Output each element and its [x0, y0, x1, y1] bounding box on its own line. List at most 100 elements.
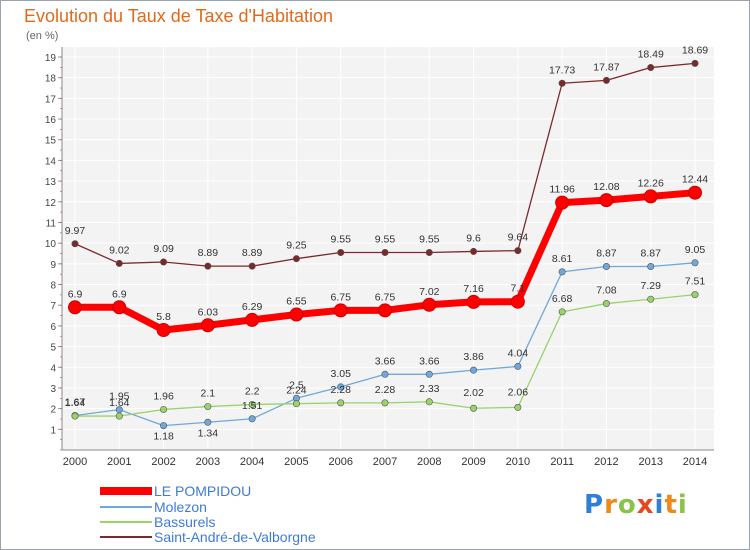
data-point — [71, 240, 79, 248]
x-tick-label: 2008 — [417, 456, 441, 468]
data-point — [558, 268, 566, 276]
x-tick-label: 2013 — [638, 456, 662, 468]
data-point — [466, 294, 481, 309]
y-tick-label: 2 — [50, 405, 56, 416]
data-point — [245, 312, 260, 327]
data-point — [470, 247, 478, 255]
logo-letter: P — [584, 490, 605, 520]
data-label: 18.49 — [638, 49, 664, 61]
x-tick-label: 2002 — [151, 456, 175, 468]
data-point — [688, 185, 702, 200]
data-point — [160, 422, 168, 430]
data-label: 9.55 — [375, 233, 396, 245]
data-point — [160, 258, 168, 266]
data-point — [204, 403, 212, 411]
data-label: 9.55 — [330, 233, 351, 245]
data-point — [425, 248, 433, 256]
data-point — [558, 79, 566, 87]
data-point — [422, 297, 437, 312]
data-label: 2.28 — [330, 384, 351, 396]
y-tick-label: 15 — [45, 136, 57, 147]
data-label: 7.08 — [596, 285, 617, 297]
x-tick-label: 2001 — [107, 456, 131, 468]
data-label: 7.16 — [463, 283, 484, 295]
data-label: 2.33 — [419, 383, 440, 395]
data-point — [248, 415, 256, 423]
data-label: 2.2 — [245, 385, 260, 397]
data-label: 4.04 — [508, 347, 529, 359]
data-point — [602, 76, 610, 84]
data-point — [470, 366, 478, 374]
y-tick-label: 10 — [45, 239, 57, 250]
data-label: 7.1 — [511, 283, 526, 295]
data-label: 1.95 — [109, 391, 130, 403]
data-point — [691, 59, 699, 67]
data-point — [510, 294, 525, 309]
logo-letter: r — [604, 490, 618, 520]
data-point — [602, 300, 610, 308]
legend-label: Molezon — [154, 499, 207, 515]
data-label: 6.55 — [286, 296, 307, 308]
data-label: 9.09 — [153, 243, 174, 255]
chart-unit-label: (en %) — [26, 30, 59, 42]
y-tick-label: 8 — [50, 281, 56, 292]
data-label: 1.96 — [153, 390, 174, 402]
data-label: 9.25 — [286, 240, 307, 252]
data-point — [381, 248, 389, 256]
data-point — [647, 263, 655, 271]
y-tick-label: 6 — [50, 322, 56, 333]
x-tick-label: 2012 — [594, 456, 618, 468]
y-tick-label: 9 — [50, 260, 56, 271]
y-tick-label: 7 — [50, 301, 56, 312]
data-point — [381, 370, 389, 378]
x-tick-label: 2014 — [683, 456, 707, 468]
legend-swatch-le-pompidou — [100, 487, 152, 495]
proxiti-logo: Proxiti — [584, 490, 688, 520]
data-label: 8.89 — [198, 247, 219, 259]
data-point — [204, 262, 212, 270]
data-label: 17.73 — [549, 64, 575, 76]
data-label: 6.75 — [375, 291, 396, 303]
data-point — [599, 193, 614, 208]
data-label: 3.66 — [419, 355, 440, 367]
data-label: 6.75 — [330, 291, 351, 303]
data-point — [289, 307, 304, 322]
data-point — [470, 404, 478, 412]
data-label: 8.89 — [242, 247, 263, 259]
data-point — [160, 405, 168, 413]
data-point — [71, 412, 79, 420]
data-point — [381, 399, 389, 407]
legend-swatch-saint-andre — [100, 536, 152, 538]
data-point — [425, 398, 433, 406]
data-point — [555, 195, 570, 210]
y-tick-label: 3 — [50, 384, 56, 395]
data-point — [602, 263, 610, 271]
data-point — [425, 370, 433, 378]
data-label: 2.1 — [201, 388, 216, 400]
x-tick-label: 2009 — [461, 456, 485, 468]
data-label: 1.64 — [109, 397, 130, 409]
x-tick-label: 2004 — [240, 456, 264, 468]
logo-letter: i — [654, 490, 665, 520]
x-tick-label: 2005 — [284, 456, 308, 468]
data-point — [204, 418, 212, 426]
data-label: 6.9 — [68, 288, 83, 300]
y-tick-label: 13 — [45, 177, 57, 188]
data-label: 5.8 — [156, 311, 171, 323]
y-tick-label: 5 — [50, 343, 56, 354]
y-tick-label: 16 — [45, 115, 57, 126]
legend-label: Bassurels — [154, 514, 216, 530]
data-label: 1.18 — [153, 431, 174, 443]
data-label: 6.68 — [552, 293, 573, 305]
data-point — [691, 259, 699, 267]
data-point — [337, 383, 345, 391]
chart-title: Evolution du Taux de Taxe d'Habitation — [24, 6, 333, 26]
data-label: 12.26 — [638, 177, 664, 189]
y-tick-label: 4 — [50, 363, 56, 374]
data-point — [558, 308, 566, 316]
x-tick-label: 2011 — [550, 456, 574, 468]
data-label: 2.28 — [375, 384, 396, 396]
y-tick-label: 19 — [45, 53, 57, 64]
y-tick-label: 14 — [45, 156, 57, 167]
